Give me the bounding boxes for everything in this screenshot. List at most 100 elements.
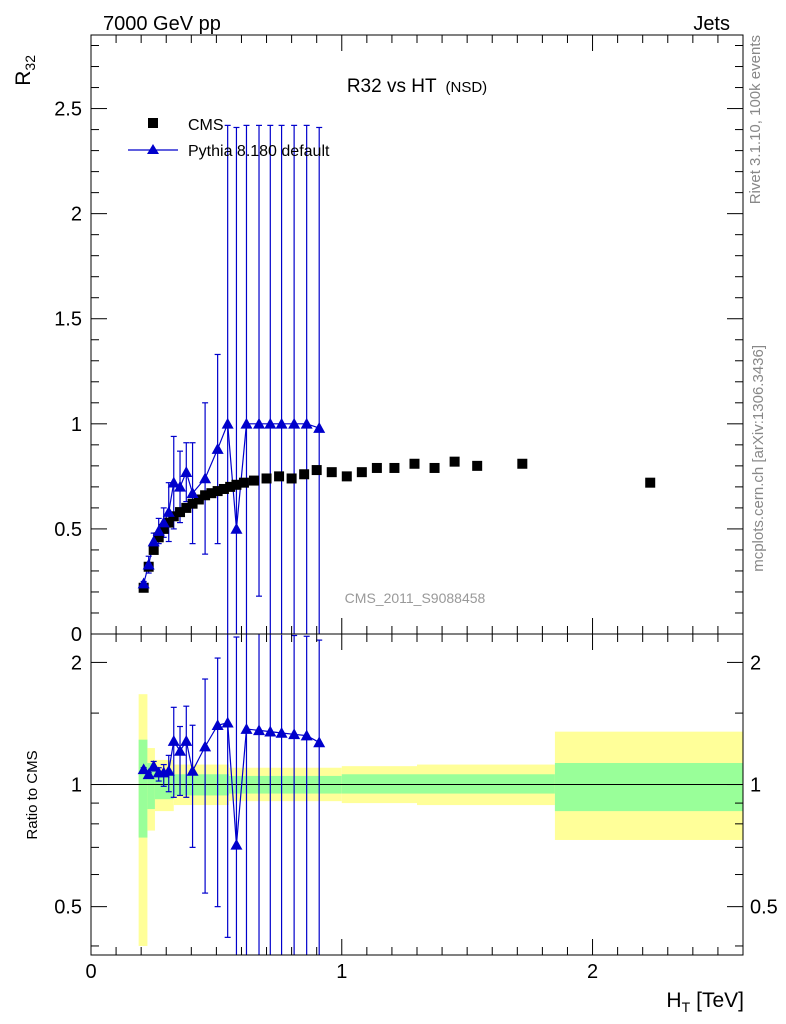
ratio-point-10: [199, 740, 212, 752]
pythia-point-14: [240, 417, 253, 429]
cms-point-12: [206, 488, 217, 499]
cms-point-9: [187, 498, 198, 509]
pythia-point-10: [199, 472, 212, 484]
pythia-point-13: [230, 522, 243, 534]
ratio-point-1: [142, 768, 155, 780]
ratio-point-7: [174, 744, 187, 756]
pythia-point-16: [264, 417, 277, 429]
header-left-label: 7000 GeV pp: [103, 13, 221, 35]
lower-y-tick-label-right-2: 2: [750, 652, 761, 674]
upper-y-tick-label-2: 1: [71, 414, 82, 436]
lower-y-tick-label-left-0: 0.5: [54, 897, 82, 919]
chart-title-main: R32 vs HT: [347, 76, 437, 97]
x-tick-label-2: 2: [587, 961, 598, 983]
pythia-point-17: [275, 417, 288, 429]
cms-point-28: [389, 462, 400, 473]
cms-point-30: [429, 462, 440, 473]
upper-ylabel-main: R: [12, 71, 35, 86]
analysis-watermark: CMS_2011_S9088458: [345, 590, 486, 606]
ratio-point-9: [186, 764, 199, 776]
legend-cms-label: CMS: [188, 117, 224, 134]
cms-point-34: [645, 477, 656, 488]
upper-y-tick-label-0: 0: [71, 624, 82, 646]
xlabel-sub: T: [682, 999, 691, 1015]
cms-point-27: [371, 462, 382, 473]
x-tick-label-1: 1: [336, 961, 347, 983]
cms-point-33: [517, 458, 528, 469]
ratio-point-12: [221, 716, 234, 728]
pythia-point-19: [300, 417, 313, 429]
upper-ylabel-sub: 32: [22, 55, 38, 71]
side-label-mcplots: mcplots.cern.ch [arXiv:1306.3436]: [750, 345, 767, 572]
lower-y-tick-label-right-0: 0.5: [750, 897, 778, 919]
cms-point-13: [212, 486, 223, 497]
ratio-point-16: [264, 725, 277, 737]
xlabel-main: H: [666, 989, 681, 1012]
cms-point-2: [148, 544, 159, 555]
upper-ylabel: R32: [12, 55, 38, 86]
cms-point-32: [472, 460, 483, 471]
lower-ylabel: Ratio to CMS: [24, 750, 41, 839]
lower-y-tick-label-left-2: 2: [71, 652, 82, 674]
lower-y-tick-label-left-1: 1: [71, 775, 82, 797]
band-inner-6: [417, 774, 555, 794]
upper-y-tick-label-4: 2: [71, 204, 82, 226]
pythia-point-7: [174, 480, 187, 492]
cms-point-29: [409, 458, 420, 469]
cms-point-8: [181, 502, 192, 513]
band-inner-7: [554, 762, 743, 812]
pythia-point-18: [288, 417, 301, 429]
cms-point-25: [341, 471, 352, 482]
cms-point-7: [175, 507, 186, 518]
svg-text:R32: R32: [12, 55, 38, 86]
pythia-point-2: [147, 535, 160, 547]
xlabel-unit: [TeV]: [696, 989, 744, 1012]
ratio-point-0: [137, 763, 150, 775]
cms-point-17: [238, 477, 249, 488]
ratio-point-8: [180, 735, 193, 746]
ratio-point-13: [230, 838, 243, 850]
ratio-point-17: [275, 726, 288, 738]
cms-point-16: [231, 479, 242, 490]
pythia-point-1: [142, 558, 155, 570]
upper-y-tick-label-1: 0.5: [54, 519, 82, 541]
ratio-point-20: [313, 736, 326, 748]
x-tick-label-0: 0: [85, 961, 96, 983]
cms-point-4: [158, 523, 169, 534]
cms-point-22: [299, 469, 310, 480]
pythia-series-line: [143, 423, 320, 584]
pythia-point-5: [162, 506, 175, 517]
cms-point-20: [274, 471, 285, 482]
xlabel: HT [TeV]: [666, 989, 744, 1015]
ratio-plot: 0 1 2 0.5 0.5 1 1 2 2: [54, 633, 778, 983]
pythia-point-4: [157, 516, 170, 528]
cms-point-10: [193, 494, 204, 505]
header-right-label: Jets: [693, 13, 730, 35]
cms-point-24: [326, 467, 337, 478]
pythia-point-8: [180, 466, 193, 477]
pythia-point-20: [313, 422, 326, 433]
cms-point-18: [249, 475, 259, 486]
legend-pythia-label: Pythia 8.180 default: [188, 143, 330, 160]
cms-point-14: [218, 483, 229, 494]
cms-point-15: [225, 481, 236, 492]
ratio-point-19: [300, 729, 313, 741]
upper-plot: 0 0.5 1 1.5 2 2.5: [54, 34, 744, 646]
side-label-rivet: Rivet 3.1.10, 100k events: [747, 35, 764, 204]
band-inner-1: [147, 762, 155, 810]
cms-point-26: [356, 467, 367, 478]
upper-y-tick-label-3: 1.5: [54, 309, 82, 331]
legend: CMS Pythia 8.180 default: [128, 117, 330, 160]
band-inner-0: [138, 739, 148, 838]
legend-pythia-marker: [147, 144, 159, 154]
band-inner-5: [341, 774, 417, 794]
cms-point-3: [153, 532, 164, 543]
pythia-point-3: [152, 525, 165, 536]
cms-point-11: [200, 490, 211, 501]
cms-point-5: [163, 517, 174, 528]
cms-point-21: [286, 473, 297, 484]
pythia-point-11: [211, 443, 224, 454]
cms-point-19: [261, 473, 272, 484]
cms-point-23: [311, 465, 322, 476]
legend-cms-marker: [148, 118, 158, 128]
